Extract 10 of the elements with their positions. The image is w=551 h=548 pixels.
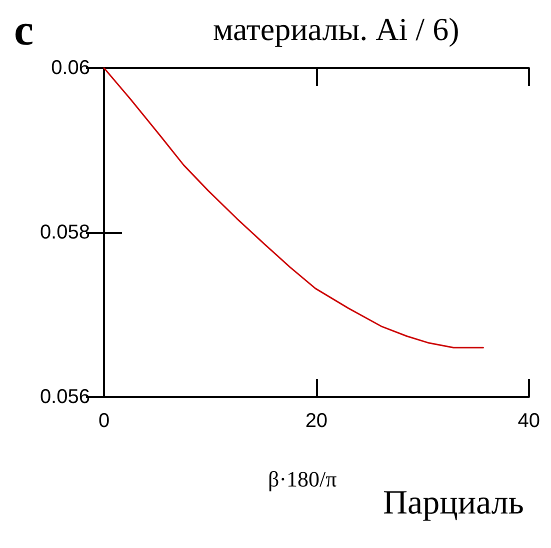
y-tick-label: 0.056 — [40, 386, 90, 408]
text: Парциаль — [383, 484, 524, 522]
chart-title: материалы. Ai / 6) — [213, 11, 460, 47]
x-axis-title: β·180/π — [268, 466, 337, 492]
y-tick-label: 0.06 — [51, 57, 90, 79]
text: с — [14, 6, 34, 54]
y-tick-label: 0.058 — [40, 222, 90, 244]
x-tick-label: 0 — [98, 410, 110, 432]
x-tick-label: 20 — [305, 410, 328, 432]
x-tick-label: 40 — [518, 410, 540, 432]
